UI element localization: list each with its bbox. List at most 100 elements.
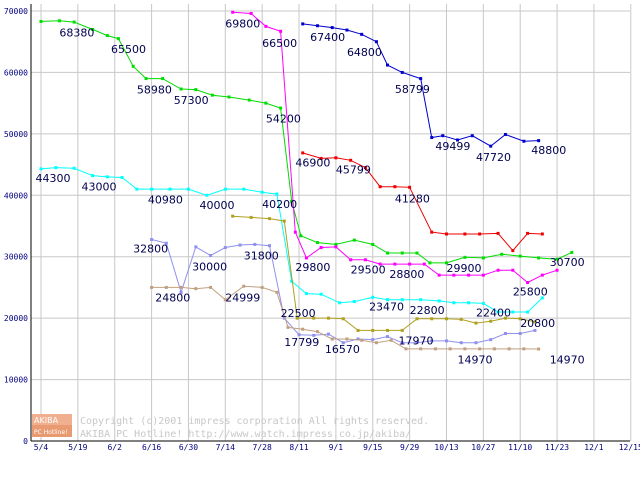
data-label: 43000 — [82, 181, 117, 194]
data-point — [422, 262, 426, 266]
data-point — [385, 251, 389, 255]
data-point — [463, 232, 467, 236]
series-2 — [301, 22, 541, 148]
data-point — [408, 262, 412, 266]
x-tick-label: 6/30 — [179, 443, 198, 452]
data-point — [179, 285, 183, 289]
data-label: 40000 — [200, 199, 235, 212]
data-point — [459, 317, 463, 321]
data-point — [360, 32, 364, 36]
data-point — [268, 217, 272, 221]
x-tick-label: 10/13 — [434, 443, 458, 452]
data-point — [150, 238, 154, 242]
data-label: 16570 — [325, 343, 360, 356]
data-point — [433, 347, 437, 351]
data-point — [522, 139, 526, 143]
x-tick-label: 6/16 — [142, 443, 161, 452]
data-point — [231, 10, 235, 14]
data-point — [334, 245, 338, 249]
data-point — [341, 317, 345, 321]
data-point — [533, 320, 537, 324]
data-point — [415, 317, 419, 321]
data-point — [511, 249, 515, 253]
data-point — [301, 151, 305, 155]
data-point — [428, 261, 432, 265]
data-point — [120, 175, 124, 179]
data-point — [312, 333, 316, 337]
data-point — [540, 273, 544, 277]
data-point — [374, 341, 378, 345]
data-point — [437, 273, 441, 277]
data-point — [385, 328, 389, 332]
series-5 — [150, 238, 537, 345]
data-point — [452, 301, 456, 305]
data-point — [507, 347, 511, 351]
data-point — [456, 138, 460, 142]
data-point — [489, 144, 493, 148]
data-point — [72, 166, 76, 170]
data-label: 17799 — [284, 336, 319, 349]
data-label: 20800 — [520, 317, 555, 330]
data-point — [315, 24, 319, 28]
series-0 — [39, 19, 574, 265]
data-point — [194, 88, 198, 92]
data-label: 64800 — [347, 46, 382, 59]
data-point — [400, 341, 404, 345]
data-point — [209, 253, 213, 257]
data-point — [242, 187, 246, 191]
data-point — [150, 285, 154, 289]
data-point — [400, 70, 404, 74]
data-point — [489, 338, 493, 342]
data-point — [349, 258, 353, 262]
data-point — [242, 284, 246, 288]
data-point — [345, 28, 349, 32]
data-point — [131, 64, 135, 68]
data-point — [389, 338, 393, 342]
data-point — [537, 256, 541, 260]
data-point — [319, 246, 323, 249]
data-point — [356, 337, 360, 341]
data-point — [448, 347, 452, 351]
x-tick-label: 9/1 — [329, 443, 344, 452]
data-point — [349, 158, 353, 162]
data-point — [231, 214, 235, 218]
data-point — [210, 93, 214, 97]
y-tick-label: 30000 — [4, 253, 28, 262]
data-point — [295, 316, 299, 320]
data-point — [408, 185, 412, 189]
logo-top-text: AKIBA — [34, 416, 59, 425]
data-point — [540, 296, 544, 300]
data-point — [400, 298, 404, 302]
data-point — [116, 37, 120, 41]
data-point — [268, 244, 272, 248]
data-point — [247, 98, 251, 102]
data-point — [474, 341, 478, 345]
data-point — [478, 347, 482, 351]
data-point — [478, 232, 482, 236]
data-point — [319, 156, 323, 160]
data-point — [444, 317, 448, 321]
data-point — [223, 298, 227, 302]
data-point — [161, 77, 165, 81]
data-point — [327, 332, 331, 336]
data-label: 14970 — [550, 353, 585, 366]
y-tick-label: 40000 — [4, 191, 28, 200]
data-point — [419, 347, 423, 351]
data-point — [441, 134, 445, 138]
data-point — [526, 231, 530, 235]
data-label: 44300 — [35, 172, 70, 185]
y-tick-label: 50000 — [4, 130, 28, 139]
data-label: 58980 — [137, 84, 172, 97]
data-label: 30000 — [192, 261, 227, 274]
data-label: 65500 — [111, 43, 146, 56]
data-point — [327, 316, 331, 320]
data-point — [371, 295, 375, 299]
data-point — [385, 298, 389, 302]
data-label: 29800 — [295, 261, 330, 274]
data-point — [526, 310, 530, 314]
data-point — [444, 232, 448, 236]
data-label: 32800 — [133, 243, 168, 256]
data-point — [492, 347, 496, 351]
data-point — [378, 262, 382, 266]
data-point — [105, 34, 109, 38]
